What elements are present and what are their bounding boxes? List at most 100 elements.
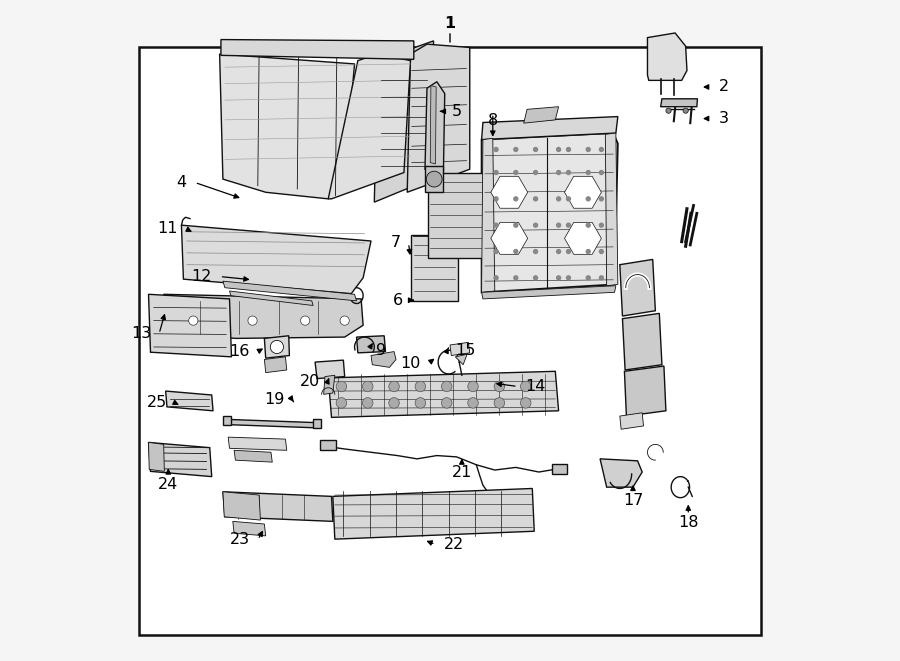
Circle shape: [556, 171, 561, 175]
Text: 20: 20: [300, 374, 319, 389]
Circle shape: [534, 250, 537, 253]
Circle shape: [415, 398, 426, 408]
Circle shape: [301, 316, 310, 325]
Circle shape: [514, 197, 518, 201]
Circle shape: [534, 171, 537, 175]
Polygon shape: [564, 176, 601, 208]
Polygon shape: [491, 222, 527, 254]
Circle shape: [494, 250, 498, 253]
Polygon shape: [223, 281, 356, 301]
Circle shape: [599, 223, 603, 227]
Bar: [313, 419, 321, 428]
Circle shape: [494, 223, 498, 227]
Circle shape: [514, 223, 518, 227]
Polygon shape: [148, 294, 231, 357]
Circle shape: [520, 381, 531, 392]
Circle shape: [336, 381, 346, 392]
Polygon shape: [524, 106, 559, 123]
Text: 15: 15: [455, 343, 475, 358]
Polygon shape: [230, 291, 313, 305]
Polygon shape: [182, 225, 371, 293]
Circle shape: [556, 250, 561, 253]
Circle shape: [189, 316, 198, 325]
Text: 9: 9: [376, 343, 386, 358]
Polygon shape: [229, 437, 287, 450]
Bar: [410, 235, 458, 301]
Text: 17: 17: [623, 493, 644, 508]
Polygon shape: [564, 222, 601, 254]
Circle shape: [441, 398, 452, 408]
Text: 24: 24: [158, 477, 178, 492]
Polygon shape: [164, 294, 363, 338]
Circle shape: [566, 223, 571, 227]
Circle shape: [556, 276, 561, 280]
Circle shape: [514, 250, 518, 253]
Text: 21: 21: [452, 465, 472, 481]
Polygon shape: [647, 33, 687, 81]
Bar: [425, 166, 444, 192]
Text: 22: 22: [444, 537, 464, 552]
Circle shape: [340, 316, 349, 325]
Bar: [140, 47, 760, 635]
Polygon shape: [265, 357, 287, 373]
Circle shape: [586, 171, 590, 175]
Circle shape: [556, 197, 561, 201]
Text: 18: 18: [678, 515, 698, 530]
Circle shape: [534, 197, 537, 201]
Circle shape: [599, 171, 603, 175]
Polygon shape: [220, 40, 414, 59]
Circle shape: [441, 381, 452, 392]
Polygon shape: [620, 412, 643, 429]
Text: 1: 1: [445, 17, 455, 31]
Polygon shape: [425, 82, 445, 173]
Text: 25: 25: [147, 395, 167, 410]
Bar: [320, 440, 336, 450]
Circle shape: [599, 147, 603, 151]
Circle shape: [566, 147, 571, 151]
Text: 8: 8: [488, 113, 498, 128]
Circle shape: [363, 398, 373, 408]
Polygon shape: [482, 133, 617, 292]
Circle shape: [556, 223, 561, 227]
Circle shape: [494, 398, 505, 408]
Polygon shape: [606, 133, 617, 286]
Text: 2: 2: [718, 79, 729, 95]
Circle shape: [586, 250, 590, 253]
Circle shape: [514, 276, 518, 280]
Polygon shape: [328, 54, 410, 199]
Polygon shape: [148, 442, 211, 477]
Text: 13: 13: [130, 327, 151, 341]
Bar: [428, 173, 483, 258]
Circle shape: [336, 398, 346, 408]
Circle shape: [586, 223, 590, 227]
Circle shape: [494, 171, 498, 175]
Text: 11: 11: [157, 221, 177, 236]
Circle shape: [494, 197, 498, 201]
Polygon shape: [620, 259, 655, 316]
Circle shape: [270, 340, 284, 354]
Circle shape: [363, 381, 373, 392]
Text: 12: 12: [192, 269, 211, 284]
Text: 5: 5: [451, 104, 462, 119]
Polygon shape: [220, 54, 355, 199]
Text: 4: 4: [176, 175, 186, 190]
Text: 6: 6: [392, 293, 402, 308]
Polygon shape: [661, 98, 698, 106]
Polygon shape: [482, 116, 617, 139]
Circle shape: [468, 381, 478, 392]
Circle shape: [468, 398, 478, 408]
Circle shape: [427, 171, 442, 187]
Polygon shape: [482, 138, 495, 292]
Circle shape: [389, 381, 400, 392]
Polygon shape: [324, 375, 335, 395]
Text: 16: 16: [230, 344, 250, 359]
Circle shape: [586, 197, 590, 201]
Text: 23: 23: [230, 532, 250, 547]
Circle shape: [520, 398, 531, 408]
Polygon shape: [623, 313, 662, 370]
Polygon shape: [491, 176, 527, 208]
Polygon shape: [233, 522, 266, 536]
Polygon shape: [600, 459, 643, 487]
Polygon shape: [455, 354, 467, 365]
Polygon shape: [333, 488, 535, 539]
